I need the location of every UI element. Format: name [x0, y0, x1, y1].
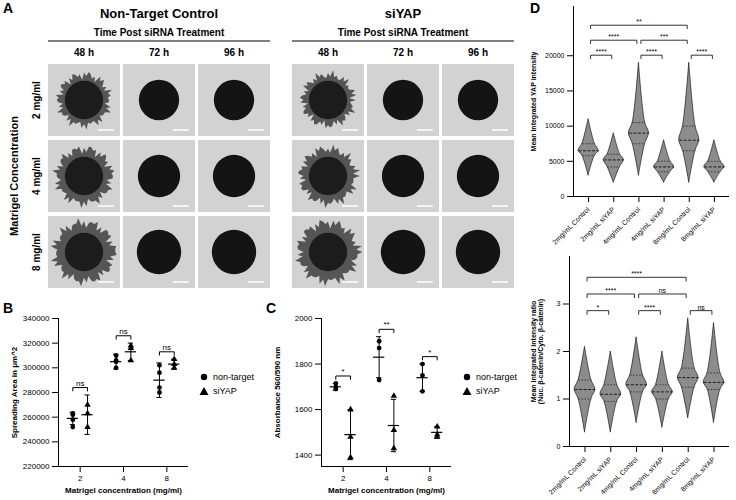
svg-text:****: ****: [646, 48, 657, 55]
svg-text:240000: 240000: [23, 437, 50, 446]
svg-text:****: ****: [696, 48, 707, 55]
svg-text:**: **: [383, 320, 389, 329]
svg-text:Time Post siRNA Treatment: Time Post siRNA Treatment: [94, 27, 225, 38]
svg-text:20000: 20000: [545, 52, 565, 59]
svg-text:3: 3: [557, 300, 561, 307]
svg-text:4 mg/ml: 4 mg/ml: [31, 157, 42, 195]
svg-text:260000: 260000: [23, 413, 50, 422]
svg-text:0: 0: [557, 443, 561, 450]
svg-text:ns: ns: [76, 379, 84, 388]
html-text:A: A: [3, 0, 14, 16]
svg-text:4mg/mL siYAP: 4mg/mL siYAP: [629, 205, 667, 243]
html-text:siYAP: siYAP: [213, 386, 237, 396]
svg-text:Non-Target Control: Non-Target Control: [100, 6, 218, 21]
svg-text:2mg/mL siYAP: 2mg/mL siYAP: [575, 455, 614, 493]
svg-text:96 h: 96 h: [224, 47, 244, 58]
svg-text:****: ****: [644, 304, 655, 311]
svg-text:Absorbance 560/590 nm: Absorbance 560/590 nm: [273, 347, 282, 439]
svg-text:8mg/mL Control: 8mg/mL Control: [651, 205, 692, 246]
svg-text:15000: 15000: [545, 87, 565, 94]
svg-text:Mean integrated intensity rati: Mean integrated intensity ratio(Nuc. β-c…: [530, 299, 545, 404]
svg-text:**: **: [636, 18, 642, 25]
svg-text:72 h: 72 h: [393, 47, 413, 58]
svg-text:8mg/mL Control: 8mg/mL Control: [650, 455, 691, 496]
svg-text:Matrigel concentration (mg/ml): Matrigel concentration (mg/ml): [65, 486, 182, 495]
svg-text:2mg/mL Control: 2mg/mL Control: [550, 205, 591, 246]
svg-text:2: 2: [341, 474, 346, 483]
svg-text:Matrigel Concentration: Matrigel Concentration: [8, 116, 20, 236]
svg-text:****: ****: [631, 270, 642, 277]
svg-text:4: 4: [121, 474, 126, 483]
svg-text:300000: 300000: [23, 363, 50, 372]
svg-text:1400: 1400: [295, 451, 313, 460]
svg-text:0: 0: [561, 193, 565, 200]
svg-text:ns: ns: [659, 287, 667, 294]
html-text:siYAP: siYAP: [476, 386, 500, 396]
svg-text:1800: 1800: [295, 360, 313, 369]
svg-text:280000: 280000: [23, 388, 50, 397]
svg-text:****: ****: [605, 287, 616, 294]
html-text:C: C: [266, 300, 277, 316]
svg-text:1: 1: [557, 395, 561, 402]
svg-text:2 mg/ml: 2 mg/ml: [31, 81, 42, 119]
svg-text:8mg/mL siYAP: 8mg/mL siYAP: [680, 205, 718, 243]
svg-text:ns: ns: [697, 304, 705, 311]
svg-text:2mg/mL Control: 2mg/mL Control: [547, 455, 588, 496]
svg-text:siYAP: siYAP: [385, 6, 422, 21]
svg-text:340000: 340000: [23, 314, 50, 323]
svg-text:96 h: 96 h: [468, 47, 488, 58]
svg-text:4mg/mL Control: 4mg/mL Control: [598, 455, 639, 496]
html-text:B: B: [3, 300, 14, 316]
html-text:non-target: non-target: [476, 372, 517, 382]
svg-text:4: 4: [384, 474, 389, 483]
svg-text:ns: ns: [163, 343, 171, 352]
svg-text:5000: 5000: [549, 158, 565, 165]
svg-text:8: 8: [165, 474, 170, 483]
svg-text:10000: 10000: [545, 122, 565, 129]
svg-text:****: ****: [608, 33, 619, 40]
svg-text:1600: 1600: [295, 405, 313, 414]
svg-text:2000: 2000: [295, 314, 313, 323]
svg-text:2mg/mL siYAP: 2mg/mL siYAP: [578, 205, 616, 243]
svg-text:Spreading Area in μm^2: Spreading Area in μm^2: [10, 346, 19, 438]
svg-text:ns: ns: [119, 327, 127, 336]
svg-text:***: ***: [660, 33, 668, 40]
svg-text:4mg/mL siYAP: 4mg/mL siYAP: [627, 455, 665, 493]
svg-text:320000: 320000: [23, 339, 50, 348]
svg-text:2: 2: [557, 348, 561, 355]
html-text:non-target: non-target: [213, 372, 254, 382]
svg-text:2: 2: [78, 474, 83, 483]
svg-text:72 h: 72 h: [149, 47, 169, 58]
svg-text:****: ****: [596, 48, 607, 55]
svg-text:4mg/mL Control: 4mg/mL Control: [601, 205, 642, 246]
svg-text:Matrigel concentration (mg/ml): Matrigel concentration (mg/ml): [328, 486, 445, 495]
svg-text:*: *: [597, 304, 600, 311]
svg-text:*: *: [342, 367, 345, 376]
svg-text:48 h: 48 h: [74, 47, 94, 58]
svg-text:*: *: [428, 348, 431, 357]
svg-text:8mg/mL siYAP: 8mg/mL siYAP: [679, 455, 717, 493]
html-text:D: D: [530, 0, 541, 16]
svg-text:220000: 220000: [23, 462, 50, 471]
svg-text:8 mg/ml: 8 mg/ml: [31, 233, 42, 271]
svg-text:Mean integrated YAP intensity: Mean integrated YAP intensity: [530, 51, 538, 151]
svg-text:8: 8: [428, 474, 433, 483]
svg-text:48 h: 48 h: [318, 47, 338, 58]
svg-text:Time Post siRNA Treatment: Time Post siRNA Treatment: [338, 27, 469, 38]
